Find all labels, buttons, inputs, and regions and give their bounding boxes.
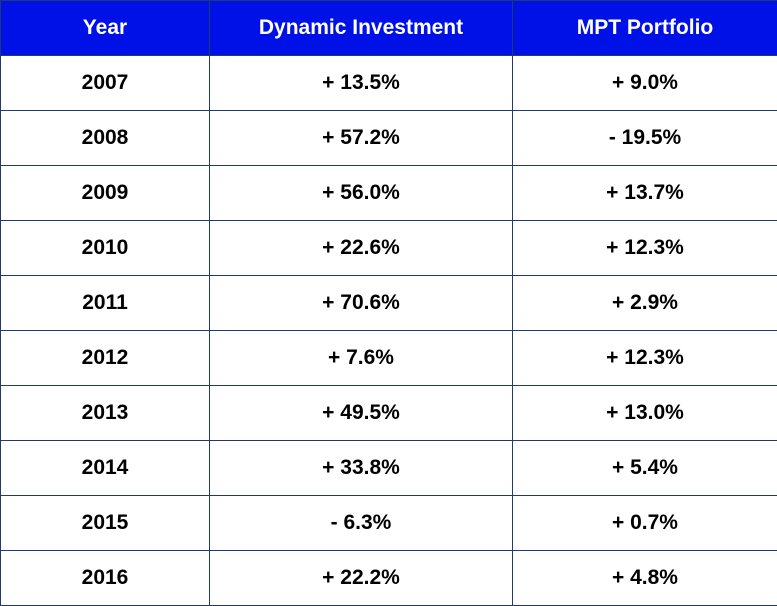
table-row: 2009 + 56.0% + 13.7% [1, 166, 777, 221]
year-cell: 2014 [1, 441, 210, 496]
year-cell: 2007 [1, 56, 210, 111]
column-header-year: Year [1, 1, 210, 56]
year-cell: 2010 [1, 221, 210, 276]
column-header-mpt-portfolio: MPT Portfolio [513, 1, 777, 56]
table-row: 2013 + 49.5% + 13.0% [1, 386, 777, 441]
mpt-portfolio-cell: + 12.3% [513, 331, 777, 386]
dynamic-investment-cell: + 70.6% [210, 276, 513, 331]
table-row: 2011 + 70.6% + 2.9% [1, 276, 777, 331]
dynamic-investment-cell: + 22.2% [210, 551, 513, 606]
year-cell: 2013 [1, 386, 210, 441]
dynamic-investment-cell: - 6.3% [210, 496, 513, 551]
table-body: 2007 + 13.5% + 9.0% 2008 + 57.2% - 19.5%… [1, 56, 777, 606]
table-row: 2014 + 33.8% + 5.4% [1, 441, 777, 496]
year-cell: 2016 [1, 551, 210, 606]
dynamic-investment-cell: + 56.0% [210, 166, 513, 221]
dynamic-investment-cell: + 33.8% [210, 441, 513, 496]
table-row: 2008 + 57.2% - 19.5% [1, 111, 777, 166]
dynamic-investment-cell: + 57.2% [210, 111, 513, 166]
mpt-portfolio-cell: + 0.7% [513, 496, 777, 551]
table-row: 2010 + 22.6% + 12.3% [1, 221, 777, 276]
table-header: Year Dynamic Investment MPT Portfolio [1, 1, 777, 56]
mpt-portfolio-cell: + 4.8% [513, 551, 777, 606]
mpt-portfolio-cell: + 2.9% [513, 276, 777, 331]
year-cell: 2009 [1, 166, 210, 221]
mpt-portfolio-cell: + 9.0% [513, 56, 777, 111]
year-cell: 2011 [1, 276, 210, 331]
column-header-dynamic-investment: Dynamic Investment [210, 1, 513, 56]
year-cell: 2008 [1, 111, 210, 166]
dynamic-investment-cell: + 49.5% [210, 386, 513, 441]
year-cell: 2015 [1, 496, 210, 551]
dynamic-investment-cell: + 13.5% [210, 56, 513, 111]
table-row: 2016 + 22.2% + 4.8% [1, 551, 777, 606]
mpt-portfolio-cell: + 5.4% [513, 441, 777, 496]
table-row: 2007 + 13.5% + 9.0% [1, 56, 777, 111]
mpt-portfolio-cell: + 13.7% [513, 166, 777, 221]
dynamic-investment-cell: + 22.6% [210, 221, 513, 276]
table-row: 2012 + 7.6% + 12.3% [1, 331, 777, 386]
year-cell: 2012 [1, 331, 210, 386]
mpt-portfolio-cell: - 19.5% [513, 111, 777, 166]
mpt-portfolio-cell: + 12.3% [513, 221, 777, 276]
dynamic-investment-cell: + 7.6% [210, 331, 513, 386]
mpt-portfolio-cell: + 13.0% [513, 386, 777, 441]
table-row: 2015 - 6.3% + 0.7% [1, 496, 777, 551]
header-row: Year Dynamic Investment MPT Portfolio [1, 1, 777, 56]
